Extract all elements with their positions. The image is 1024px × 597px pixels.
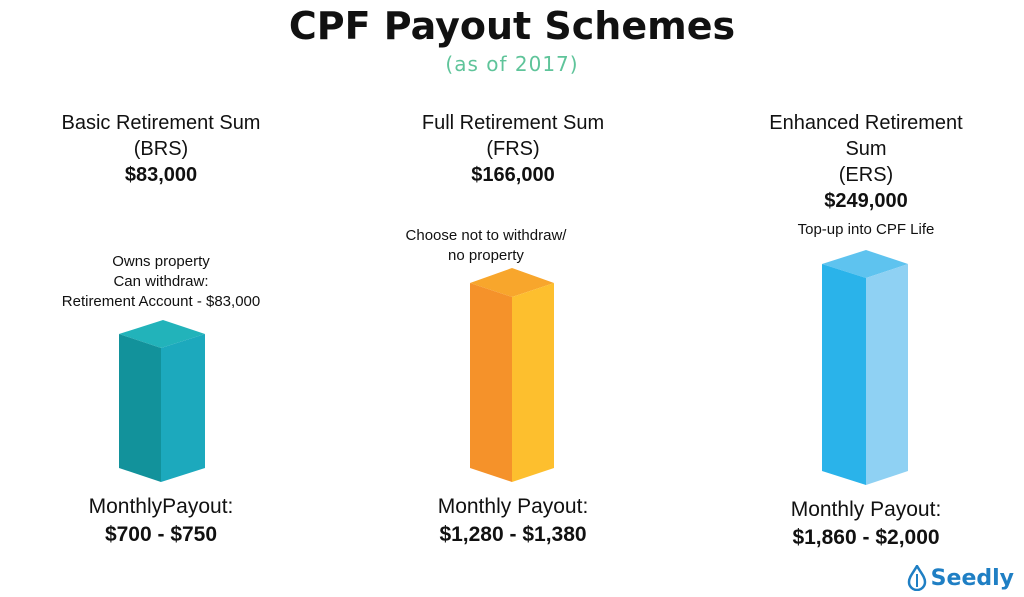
bar-frs-top <box>470 268 554 297</box>
bar-frs-side <box>512 283 554 482</box>
brs-note-line-3: Retirement Account - $83,000 <box>61 293 261 310</box>
bar-frs <box>470 268 554 482</box>
bar-ers <box>822 250 908 485</box>
frs-payout: Monthly Payout: $1,280 - $1,380 <box>363 493 663 549</box>
ers-payout-label: Monthly Payout: <box>790 498 942 521</box>
bar-brs <box>119 320 205 482</box>
frs-name-line-1: Full Retirement Sum <box>421 112 605 134</box>
frs-payout-range: $1,280 - $1,380 <box>439 523 587 546</box>
brs-note: Owns property Can withdraw: Retirement A… <box>11 252 311 312</box>
chart-subtitle: (as of 2017) <box>445 52 579 76</box>
brs-name-line-1: Basic Retirement Sum <box>61 112 261 134</box>
brand-name: Seedly <box>930 565 1014 591</box>
brs-payout-label: MonthlyPayout: <box>88 495 234 518</box>
frs-payout-label: Monthly Payout: <box>437 495 589 518</box>
brs-payout: MonthlyPayout: $700 - $750 <box>11 493 311 549</box>
ers-name-line-2: Sum <box>845 138 887 160</box>
brs-amount: $83,000 <box>124 164 198 186</box>
brs-note-line-1: Owns property <box>112 253 210 270</box>
frs-amount: $166,000 <box>471 164 555 186</box>
frs-note-line-1: Choose not to withdraw/ <box>405 227 567 244</box>
ers-payout-range: $1,860 - $2,000 <box>792 526 940 549</box>
frs-note-line-2: no property <box>448 247 524 264</box>
chart-title: CPF Payout Schemes <box>288 4 736 48</box>
ers-name-line-1: Enhanced Retirement <box>769 112 963 134</box>
ers-payout: Monthly Payout: $1,860 - $2,000 <box>716 496 1016 552</box>
bar-ers-top <box>822 250 908 278</box>
ers-name-line-3: (ERS) <box>838 164 894 186</box>
frs-name-line-2: (FRS) <box>486 138 540 160</box>
frs-note: Choose not to withdraw/ no property <box>336 226 636 266</box>
seedly-logo: Seedly <box>907 565 1014 591</box>
bar-frs-front <box>470 283 512 482</box>
ers-heading: Enhanced Retirement Sum (ERS) $249,000 <box>726 110 1006 214</box>
bar-ers-side <box>866 264 908 485</box>
brs-name-line-2: (BRS) <box>133 138 189 160</box>
ers-amount: $249,000 <box>824 190 908 212</box>
bar-brs-top <box>119 320 205 348</box>
droplet-icon <box>907 565 926 591</box>
brs-note-line-2: Can withdraw: <box>113 273 209 290</box>
bar-brs-front <box>119 334 161 482</box>
frs-heading: Full Retirement Sum (FRS) $166,000 <box>373 110 653 188</box>
brs-payout-range: $700 - $750 <box>104 523 218 546</box>
bar-ers-front <box>822 264 866 485</box>
bar-brs-side <box>161 334 205 482</box>
ers-note: Top-up into CPF Life <box>716 220 1016 240</box>
brs-heading: Basic Retirement Sum (BRS) $83,000 <box>21 110 301 188</box>
ers-note-line-1: Top-up into CPF Life <box>797 221 935 238</box>
